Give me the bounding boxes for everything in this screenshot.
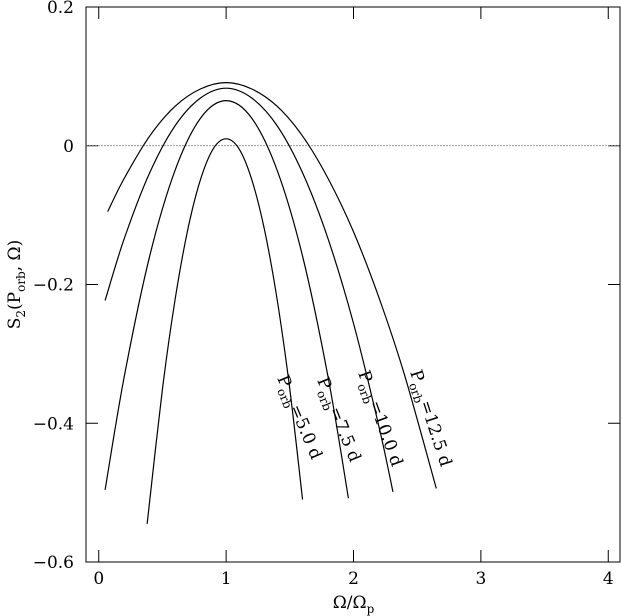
y-tick-label: −0.6: [33, 553, 74, 573]
x-axis-label: Ω/Ωp: [333, 593, 375, 616]
y-tick-label: −0.2: [33, 276, 74, 296]
y-tick-label: 0.2: [47, 0, 74, 18]
y-tick-label: 0: [63, 137, 74, 157]
curve: [107, 82, 437, 489]
curve: [146, 138, 304, 524]
x-tick-label: 0: [93, 569, 104, 589]
x-tick-label: 3: [475, 569, 486, 589]
curve: [104, 87, 394, 493]
x-tick-label: 2: [348, 569, 359, 589]
y-axis-label: S2(Porb, Ω): [5, 240, 28, 330]
curve-label: Porb=12.5 d: [402, 367, 455, 470]
x-tick-label: 1: [221, 569, 232, 589]
x-tick-label: 4: [603, 569, 614, 589]
curve: [104, 100, 349, 499]
plot-frame: [85, 6, 621, 563]
y-tick-label: −0.4: [33, 414, 74, 434]
